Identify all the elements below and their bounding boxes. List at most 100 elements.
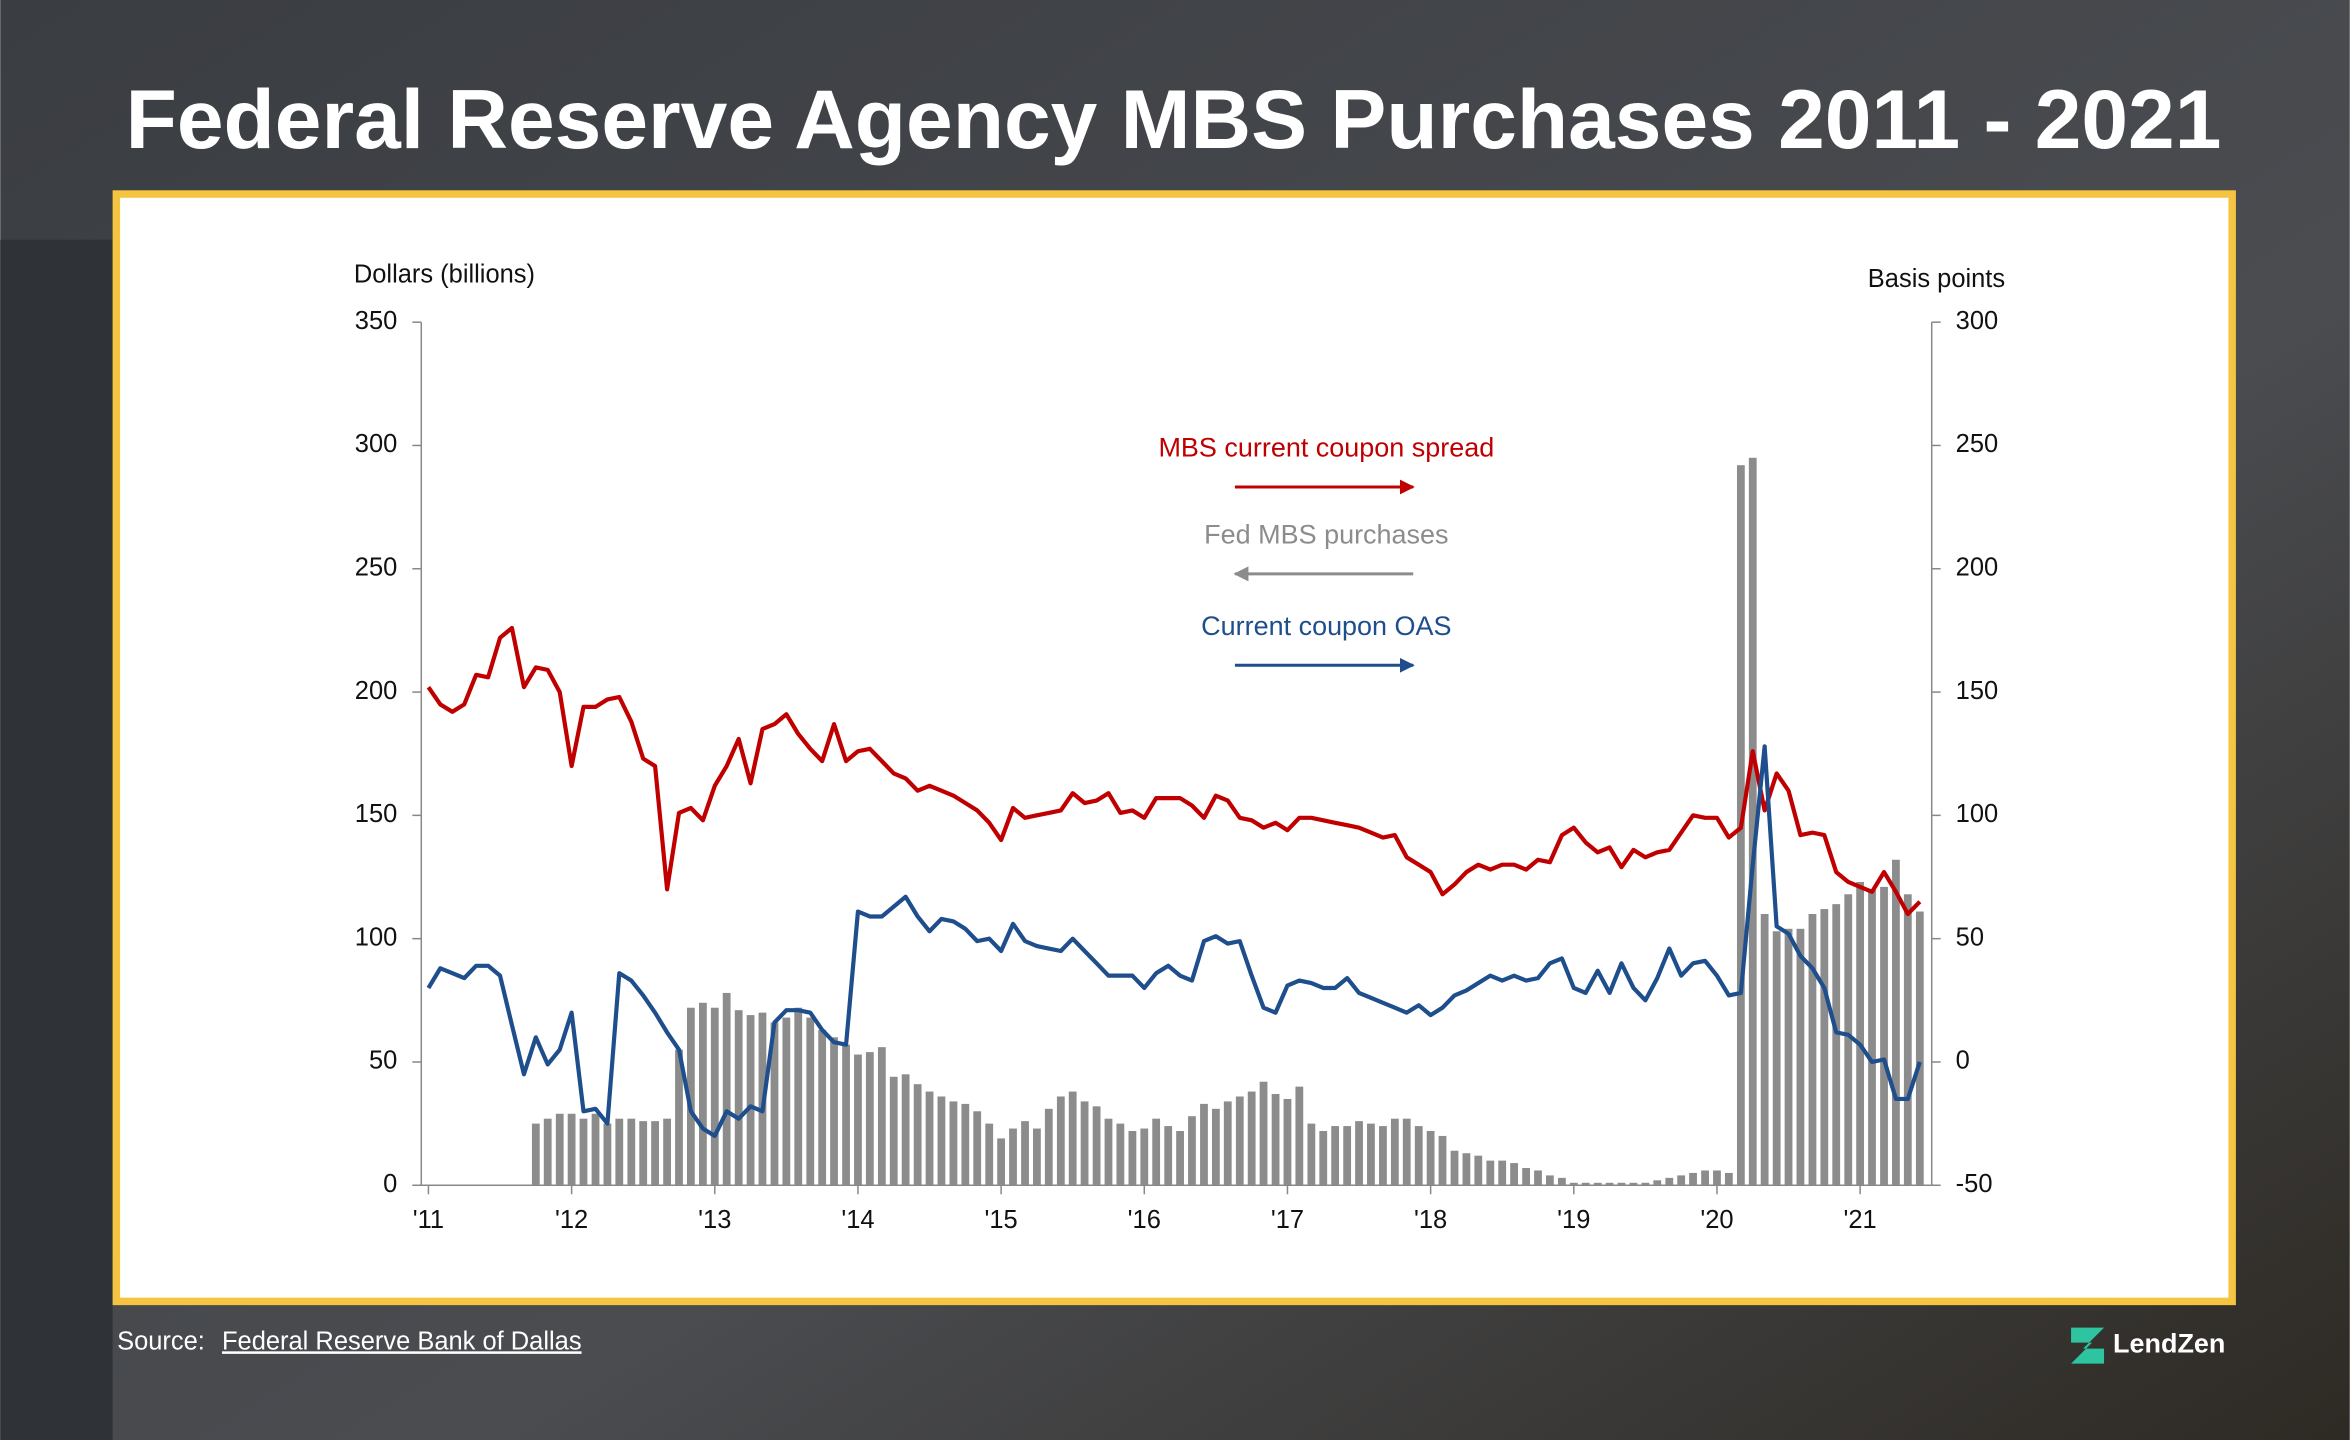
y-tick-label: 0	[383, 1170, 397, 1198]
bar	[937, 1096, 946, 1186]
bar	[1569, 1182, 1578, 1186]
bar	[1689, 1172, 1697, 1186]
bar	[901, 1074, 910, 1186]
y2-axis-label: Basis points	[1868, 265, 2005, 293]
bar	[794, 1007, 803, 1186]
bar	[1796, 928, 1805, 1186]
bar	[1760, 914, 1769, 1186]
bar	[854, 1054, 862, 1186]
bar	[543, 1118, 552, 1186]
bar	[1653, 1180, 1662, 1186]
chart-frame	[112, 190, 2236, 1306]
bar	[663, 1118, 672, 1186]
line-series	[426, 625, 1922, 917]
bar	[1498, 1160, 1507, 1186]
y-tick-label: 250	[355, 553, 397, 581]
bar	[1892, 859, 1900, 1186]
bar	[1319, 1131, 1328, 1186]
x-tick-label: '17	[1271, 1206, 1304, 1234]
brand-logo: LendZen	[2071, 1327, 2225, 1364]
bar	[830, 1037, 838, 1186]
bar	[1701, 1170, 1709, 1186]
bar	[1367, 1123, 1375, 1186]
x-tick-label: '11	[413, 1206, 444, 1234]
bar	[1438, 1135, 1447, 1186]
bar	[1784, 928, 1793, 1186]
y-tick-label: 50	[369, 1047, 397, 1075]
x-tick-label: '13	[698, 1206, 731, 1234]
bar	[722, 992, 731, 1186]
y2-tick-label: 0	[1956, 1047, 1970, 1075]
bar	[579, 1118, 588, 1186]
bar	[1259, 1081, 1268, 1186]
y2-tick-label: 100	[1956, 800, 1998, 828]
bar	[531, 1123, 540, 1186]
bar	[1545, 1175, 1554, 1186]
bar	[889, 1076, 898, 1186]
bar	[1152, 1118, 1161, 1186]
y2-tick-label: 200	[1956, 553, 1998, 581]
bar	[1033, 1128, 1041, 1186]
bar	[1510, 1163, 1518, 1186]
bar	[949, 1101, 958, 1186]
bar	[1116, 1123, 1125, 1186]
bar	[1581, 1182, 1590, 1186]
y2-tick-label: -50	[1956, 1170, 1993, 1198]
y-tick-label: 350	[355, 307, 397, 335]
bar	[1104, 1118, 1113, 1186]
source-link[interactable]: Federal Reserve Bank of Dallas	[222, 1327, 582, 1355]
bar	[1211, 1108, 1220, 1186]
bar	[1677, 1175, 1686, 1186]
bar	[1522, 1168, 1531, 1186]
bar	[985, 1123, 994, 1186]
bar	[1044, 1108, 1053, 1186]
bar	[925, 1091, 934, 1186]
bar	[1390, 1118, 1399, 1186]
y-tick-label: 150	[355, 800, 397, 828]
bar	[603, 1123, 612, 1186]
logo-icon	[2071, 1327, 2105, 1364]
bar	[1271, 1094, 1280, 1186]
bar	[651, 1121, 659, 1186]
x-tick-label: '12	[555, 1206, 588, 1234]
bar	[961, 1103, 970, 1186]
bar	[1283, 1098, 1292, 1186]
bar	[973, 1111, 982, 1186]
x-tick-label: '14	[841, 1206, 874, 1234]
y-tick-label: 300	[355, 430, 397, 458]
bar	[1235, 1096, 1244, 1186]
bar	[1056, 1096, 1065, 1186]
bar	[818, 1029, 827, 1186]
x-tick-label: '18	[1414, 1206, 1447, 1234]
bar	[1307, 1123, 1316, 1186]
bar	[1844, 894, 1853, 1186]
bar	[627, 1118, 636, 1186]
bar	[591, 1113, 600, 1186]
bar	[1140, 1128, 1149, 1186]
bar	[734, 1010, 743, 1186]
bar	[699, 1002, 707, 1186]
bar	[1223, 1101, 1232, 1186]
bar	[1868, 889, 1876, 1186]
bar	[1558, 1177, 1566, 1186]
bar	[1295, 1086, 1304, 1186]
y2-tick-label: 150	[1956, 677, 1998, 705]
source-label: Source:	[117, 1327, 205, 1355]
bar	[782, 1017, 791, 1186]
bar	[1856, 881, 1865, 1186]
bar	[1402, 1118, 1411, 1186]
x-tick-label: '21	[1844, 1206, 1877, 1234]
bar	[1880, 886, 1888, 1186]
legend-label: Current coupon OAS	[1201, 611, 1451, 641]
bar	[1331, 1126, 1340, 1186]
bar	[1915, 911, 1924, 1186]
bar	[877, 1047, 886, 1186]
bar	[1379, 1126, 1387, 1186]
line-series	[426, 744, 1922, 1139]
bar	[865, 1052, 874, 1186]
x-tick-label: '19	[1557, 1206, 1590, 1234]
bar	[1009, 1128, 1017, 1186]
bar	[710, 1007, 719, 1186]
bar	[1021, 1121, 1029, 1186]
